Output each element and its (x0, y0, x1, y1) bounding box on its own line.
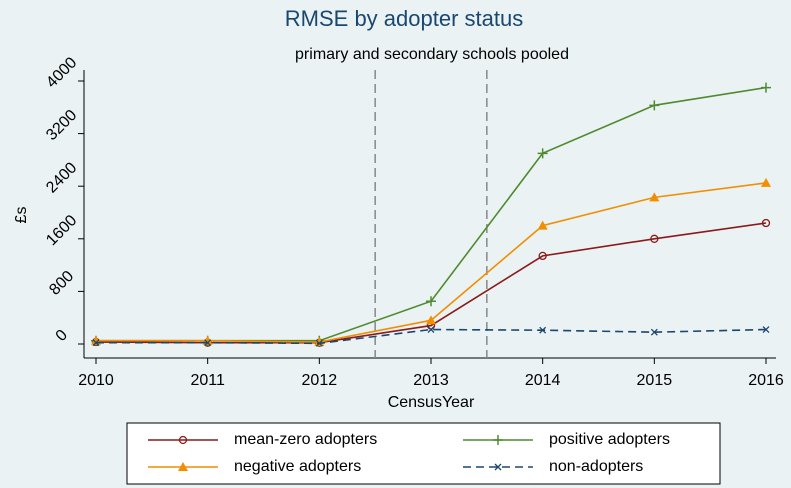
x-tick-label: 2010 (78, 372, 114, 389)
legend-marker (178, 435, 188, 445)
marker (426, 315, 436, 325)
x-tick-label: 2014 (525, 372, 561, 389)
marker (650, 328, 658, 336)
marker (92, 339, 100, 347)
chart-subtitle: primary and secondary schools pooled (295, 46, 569, 63)
marker (650, 234, 659, 243)
legend-label: mean-zero adopters (234, 431, 377, 448)
legend-label: negative adopters (234, 458, 361, 475)
legend-label: non-adopters (549, 458, 643, 475)
marker (762, 326, 770, 333)
x-tick-label: 2015 (637, 372, 673, 389)
x-axis-title: CensusYear (388, 394, 475, 411)
marker (537, 220, 548, 230)
marker (427, 326, 435, 333)
marker (761, 218, 771, 228)
x-tick-label: 2013 (413, 372, 449, 389)
marker (761, 82, 771, 93)
marker (539, 326, 547, 334)
marker (538, 251, 547, 261)
marker (315, 339, 323, 347)
legend-marker (493, 435, 503, 445)
legend-label: positive adopters (549, 431, 670, 448)
x-tick-label: 2012 (302, 372, 338, 389)
marker (649, 100, 660, 111)
y-axis-title: £s (13, 207, 30, 224)
legend-marker (494, 463, 502, 471)
legend (126, 422, 721, 485)
series (92, 326, 770, 347)
marker (649, 192, 660, 202)
legend-marker (178, 462, 188, 471)
x-tick-label: 2016 (748, 372, 784, 389)
chart-title: RMSE by adopter status (285, 6, 523, 31)
marker (761, 177, 771, 187)
marker (537, 148, 548, 159)
marker (204, 339, 212, 347)
marker (426, 296, 436, 307)
x-tick-label: 2011 (190, 372, 225, 389)
